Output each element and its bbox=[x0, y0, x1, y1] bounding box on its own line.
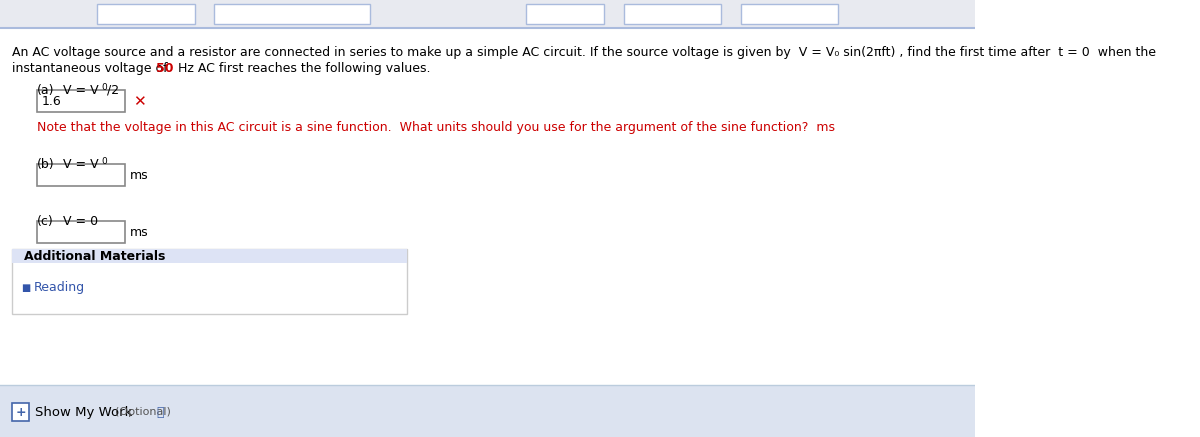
Text: +: + bbox=[16, 406, 25, 419]
Text: ms: ms bbox=[130, 225, 149, 239]
Text: Show My Work: Show My Work bbox=[35, 406, 132, 419]
FancyBboxPatch shape bbox=[12, 403, 29, 421]
Text: 50: 50 bbox=[156, 62, 174, 75]
Text: 1.6: 1.6 bbox=[42, 95, 61, 108]
FancyBboxPatch shape bbox=[37, 90, 125, 112]
Text: An AC voltage source and a resistor are connected in series to make up a simple : An AC voltage source and a resistor are … bbox=[12, 46, 1156, 59]
Text: ms: ms bbox=[130, 169, 149, 182]
Text: Note that the voltage in this AC circuit is a sine function.  What units should : Note that the voltage in this AC circuit… bbox=[37, 121, 835, 135]
Text: (b): (b) bbox=[37, 158, 55, 171]
Text: 0: 0 bbox=[102, 83, 108, 92]
Text: Reading: Reading bbox=[34, 281, 85, 294]
Text: instantaneous voltage of: instantaneous voltage of bbox=[12, 62, 172, 75]
FancyBboxPatch shape bbox=[37, 221, 125, 243]
FancyBboxPatch shape bbox=[0, 385, 974, 437]
Text: (Optional): (Optional) bbox=[115, 407, 170, 417]
FancyBboxPatch shape bbox=[37, 164, 125, 186]
FancyBboxPatch shape bbox=[740, 4, 839, 24]
Text: V = V: V = V bbox=[64, 158, 98, 171]
Text: ⓘ: ⓘ bbox=[156, 406, 163, 419]
FancyBboxPatch shape bbox=[12, 249, 408, 263]
FancyBboxPatch shape bbox=[0, 0, 974, 28]
FancyBboxPatch shape bbox=[12, 249, 408, 314]
FancyBboxPatch shape bbox=[527, 4, 605, 24]
Text: ✕: ✕ bbox=[132, 94, 145, 109]
FancyBboxPatch shape bbox=[624, 4, 721, 24]
FancyBboxPatch shape bbox=[97, 4, 194, 24]
Text: /2: /2 bbox=[107, 84, 119, 97]
Text: 0: 0 bbox=[102, 157, 108, 166]
Text: V = 0: V = 0 bbox=[64, 215, 98, 228]
Text: (a): (a) bbox=[37, 84, 54, 97]
Text: V = V: V = V bbox=[64, 84, 98, 97]
Text: Additional Materials: Additional Materials bbox=[24, 250, 166, 263]
Text: ■: ■ bbox=[22, 283, 31, 292]
FancyBboxPatch shape bbox=[215, 4, 371, 24]
Text: Hz AC first reaches the following values.: Hz AC first reaches the following values… bbox=[174, 62, 430, 75]
Text: (c): (c) bbox=[37, 215, 54, 228]
